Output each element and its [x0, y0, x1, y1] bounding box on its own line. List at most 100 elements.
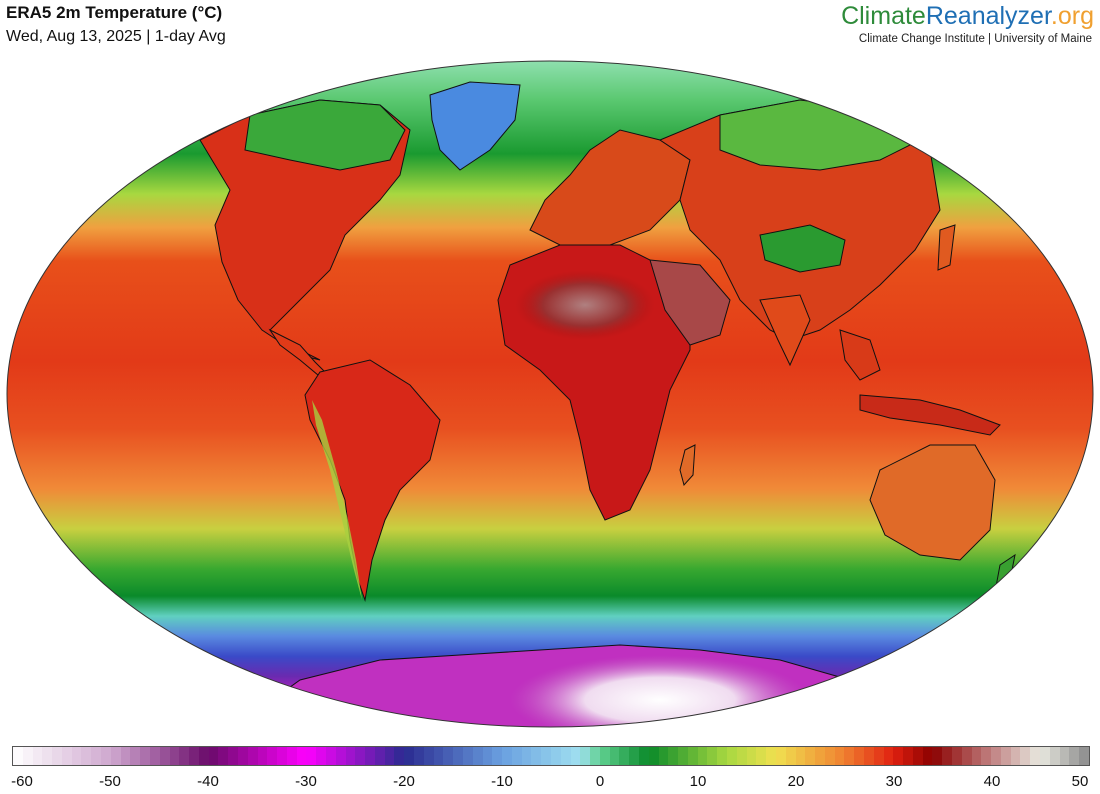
colorbar-swatch — [1000, 747, 1011, 765]
colorbar-tick-label: -40 — [197, 773, 219, 790]
colorbar-swatch — [296, 747, 307, 765]
colorbar-swatch — [345, 747, 356, 765]
brand-part-climate: Climate — [841, 2, 926, 30]
colorbar-swatch — [1020, 747, 1031, 765]
colorbar-swatch — [521, 747, 532, 765]
colorbar-swatch — [746, 747, 757, 765]
colorbar-swatch — [727, 747, 737, 765]
brand-part-reanalyzer: Reanalyzer — [925, 2, 1051, 30]
colorbar-swatch — [101, 747, 111, 765]
colorbar-swatch — [159, 747, 170, 765]
colorbar-swatch — [991, 747, 1001, 765]
colorbar-swatch — [785, 747, 796, 765]
colorbar-swatch — [149, 747, 160, 765]
colorbar-swatch — [384, 747, 395, 765]
colorbar-swatch — [169, 747, 180, 765]
colorbar-swatch — [599, 747, 610, 765]
colorbar-swatch — [590, 747, 600, 765]
colorbar-swatch — [130, 747, 141, 765]
colorbar-swatch — [854, 747, 864, 765]
colorbar-swatch — [462, 747, 473, 765]
colorbar-swatch — [140, 747, 150, 765]
colorbar-swatch — [335, 747, 346, 765]
colorbar-swatch — [208, 747, 219, 765]
colorbar-swatch — [511, 747, 522, 765]
colorbar-swatch — [247, 747, 258, 765]
colorbar-swatch — [267, 747, 278, 765]
colorbar-swatch — [433, 747, 444, 765]
brand-logo[interactable]: ClimateReanalyzer.org — [841, 2, 1094, 31]
colorbar-swatch — [697, 747, 708, 765]
colorbar-swatch — [766, 747, 776, 765]
colorbar-swatch — [404, 747, 415, 765]
colorbar-swatch — [365, 747, 375, 765]
colorbar-swatch — [286, 747, 297, 765]
colorbar-swatch — [443, 747, 454, 765]
colorbar-swatch — [883, 747, 894, 765]
colorbar-swatch — [580, 747, 591, 765]
colorbar-swatch — [912, 747, 923, 765]
colorbar-swatch — [492, 747, 503, 765]
colorbar-swatch — [639, 747, 649, 765]
colorbar-swatch — [805, 747, 816, 765]
land-north-america-north — [244, 99, 406, 171]
colorbar-swatch — [717, 747, 728, 765]
land-arabia — [649, 259, 731, 346]
land-japan — [937, 224, 956, 271]
colorbar-tick-label: -50 — [99, 773, 121, 790]
colorbar-swatch — [502, 747, 512, 765]
colorbar-swatch — [1040, 747, 1050, 765]
colorbar-swatch — [795, 747, 806, 765]
colorbar-swatch — [1069, 747, 1080, 765]
colorbar-swatch — [414, 747, 424, 765]
colorbar-swatch — [91, 747, 102, 765]
colorbar-swatch — [678, 747, 688, 765]
colorbar-swatch — [81, 747, 92, 765]
colorbar-swatch — [893, 747, 904, 765]
colorbar-swatch — [981, 747, 992, 765]
colorbar-swatch — [1059, 747, 1070, 765]
map-subtitle: Wed, Aug 13, 2025 | 1-day Avg — [6, 28, 226, 45]
colorbar-swatch — [423, 747, 434, 765]
colorbar-swatch — [71, 747, 82, 765]
colorbar-tick-label: 30 — [885, 773, 903, 790]
colorbar-swatch — [453, 747, 463, 765]
colorbar-swatch — [32, 747, 43, 765]
colorbar-tick-label: 10 — [689, 773, 707, 790]
land-south-america — [304, 359, 441, 602]
colorbar-swatch — [952, 747, 962, 765]
colorbar-swatch — [619, 747, 630, 765]
colorbar-swatch — [394, 747, 405, 765]
sahara-hotspot — [515, 270, 655, 340]
colorbar-swatch — [374, 747, 385, 765]
brand-part-org: .org — [1050, 2, 1094, 30]
colorbar-tick-label: 40 — [983, 773, 1001, 790]
colorbar-swatch — [629, 747, 639, 765]
land-indonesia — [859, 394, 1001, 436]
colorbar-swatch — [961, 747, 972, 765]
colorbar-tick-label: -30 — [295, 773, 317, 790]
land-andes — [312, 400, 362, 600]
colorbar-swatch — [1049, 747, 1060, 765]
colorbar-swatch — [120, 747, 131, 765]
colorbar-swatch — [22, 747, 33, 765]
land-madagascar — [679, 444, 696, 487]
colorbar-swatch — [922, 747, 933, 765]
land-greenland — [429, 81, 521, 171]
colorbar-swatch — [1079, 747, 1089, 765]
colorbar-swatch — [775, 747, 786, 765]
colorbar-swatch — [609, 747, 620, 765]
colorbar-swatch — [42, 747, 53, 765]
colorbar-swatch — [560, 747, 571, 765]
colorbar-swatch — [668, 747, 679, 765]
colorbar-swatch — [707, 747, 718, 765]
colorbar-swatch — [687, 747, 698, 765]
colorbar-swatch — [736, 747, 747, 765]
colorbar-swatch — [306, 747, 317, 765]
land-tibet — [759, 224, 846, 273]
colorbar-swatch — [756, 747, 767, 765]
colorbar-swatch — [863, 747, 874, 765]
colorbar-swatch — [472, 747, 483, 765]
colorbar-tick-label: -20 — [393, 773, 415, 790]
